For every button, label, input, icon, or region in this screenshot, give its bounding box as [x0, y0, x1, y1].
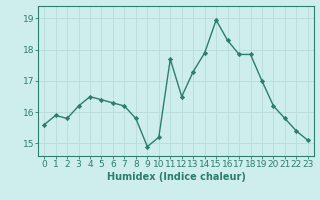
X-axis label: Humidex (Indice chaleur): Humidex (Indice chaleur)	[107, 172, 245, 182]
